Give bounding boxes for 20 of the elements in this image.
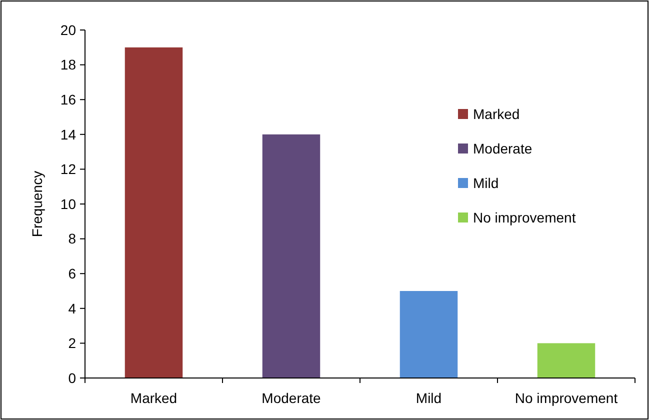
y-tick-label: 18	[60, 56, 76, 73]
y-tick-label: 2	[68, 335, 76, 352]
y-tick-label: 0	[68, 370, 76, 386]
y-tick-label: 6	[68, 266, 76, 282]
x-tick-label: Mild	[416, 390, 442, 406]
y-tick-label: 14	[60, 126, 76, 142]
legend-label: Mild	[473, 174, 499, 191]
legend-label: Marked	[473, 106, 520, 122]
x-tick-label: Marked	[130, 390, 178, 406]
x-tick-label: No improvement	[514, 390, 618, 406]
y-tick-label: 8	[68, 230, 76, 247]
y-tick-label: 10	[60, 196, 76, 212]
y-axis-title: Frequency	[29, 170, 45, 238]
legend-label: No improvement	[473, 209, 576, 226]
y-tick-label: 20	[60, 22, 76, 38]
legend-label: Moderate	[473, 140, 532, 156]
y-tick-label: 12	[60, 161, 76, 178]
x-tick-label: Moderate	[262, 390, 322, 406]
y-tick-label: 16	[60, 92, 76, 108]
y-tick-label: 4	[68, 300, 76, 316]
